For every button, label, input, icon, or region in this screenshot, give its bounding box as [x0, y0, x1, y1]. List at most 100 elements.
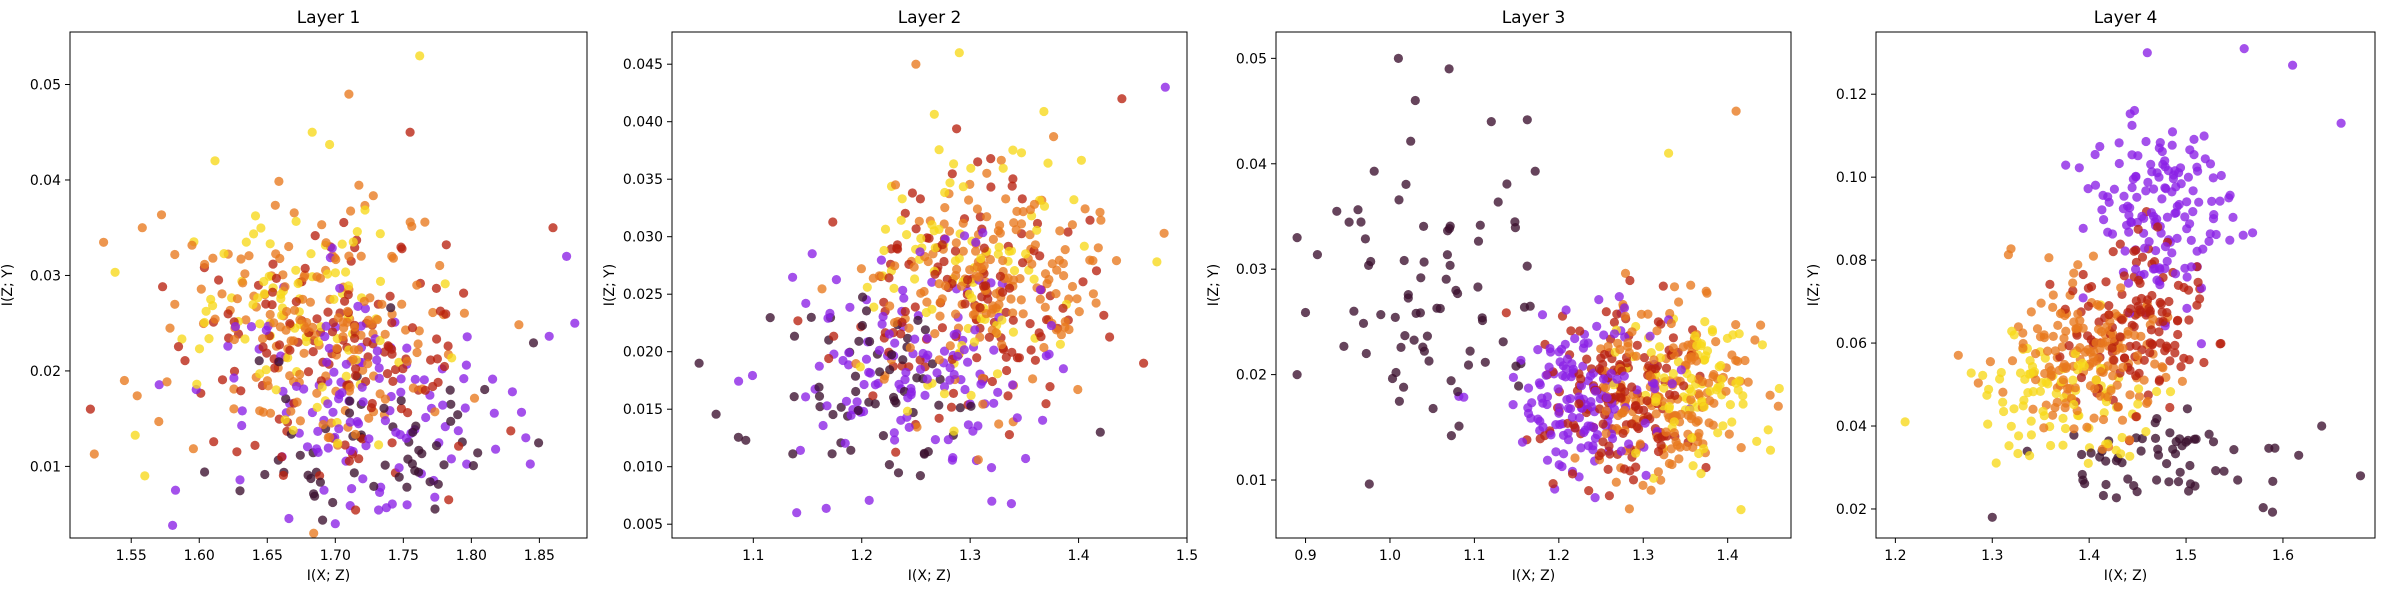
scatter-point [2149, 257, 2160, 267]
scatter-point [323, 307, 333, 317]
scatter-point [341, 359, 351, 369]
scatter-point [289, 336, 299, 346]
scatter-point [312, 388, 322, 398]
scatter-point [402, 356, 412, 366]
scatter-point [870, 380, 881, 390]
scatter-point [1576, 381, 1586, 391]
scatter-point [1016, 219, 1027, 229]
scatter-point [1614, 292, 1624, 302]
scatter-point [998, 255, 1008, 266]
scatter-point [2167, 248, 2177, 258]
scatter-point [1566, 326, 1576, 336]
scatter-point [380, 416, 390, 426]
scatter-point [344, 408, 355, 418]
scatter-point [947, 169, 957, 179]
scatter-point [158, 282, 168, 292]
scatter-point [1682, 441, 1692, 452]
scatter-point [841, 396, 852, 406]
scatter-point [312, 402, 322, 412]
scatter-point [412, 280, 422, 290]
scatter-point [2154, 172, 2164, 182]
scatter-point [334, 424, 344, 434]
scatter-point [248, 299, 258, 310]
scatter-point [2026, 416, 2036, 426]
scatter-point [396, 387, 406, 397]
scatter-point [407, 459, 417, 469]
scatter-point [363, 352, 373, 362]
scatter-point [2145, 348, 2155, 358]
scatter-point [958, 246, 968, 256]
scatter-point [349, 468, 359, 478]
scatter-point [2120, 246, 2130, 256]
scatter-point [232, 447, 242, 457]
scatter-point [413, 339, 423, 349]
scatter-point [1541, 370, 1551, 380]
scatter-point [339, 217, 349, 228]
scatter-point [998, 287, 1008, 297]
scatter-point [806, 312, 816, 322]
scatter-point [1649, 378, 1659, 389]
scatter-point [525, 459, 535, 469]
scatter-point [1055, 339, 1065, 349]
scatter-point [459, 308, 469, 318]
scatter-point [901, 367, 911, 377]
scatter-point [2141, 427, 2151, 437]
scatter-point [1651, 409, 1661, 419]
scatter-point [264, 271, 274, 281]
scatter-point [201, 306, 211, 316]
scatter-point [859, 379, 869, 390]
scatter-point [1007, 347, 1017, 357]
scatter-point [831, 275, 842, 285]
x-tick-label: 1.55 [116, 548, 147, 564]
scatter-point [986, 308, 996, 318]
scatter-point [1661, 363, 1672, 373]
scatter-point [514, 320, 524, 330]
scatter-point [1618, 428, 1628, 438]
scatter-point [1493, 197, 1503, 207]
x-tick-label: 1.4 [1067, 548, 1089, 564]
scatter-point [180, 356, 190, 366]
scatter-point [2182, 404, 2192, 414]
scatter-point [922, 297, 932, 307]
scatter-point [1669, 282, 1680, 292]
scatter-point [1666, 444, 1676, 454]
y-tick-label: 0.05 [30, 78, 61, 94]
scatter-point [412, 347, 422, 358]
scatter-point [964, 289, 975, 299]
scatter-point [2009, 330, 2019, 340]
scatter-point [2123, 307, 2133, 318]
scatter-point [137, 223, 147, 233]
scatter-point [1339, 341, 1349, 351]
scatter-point [1535, 380, 1545, 390]
x-tick-label: 1.80 [456, 548, 487, 564]
scatter-point [1459, 392, 1469, 402]
scatter-point [260, 469, 270, 480]
scatter-point [1356, 217, 1366, 227]
scatter-point [963, 420, 974, 430]
scatter-point [1096, 215, 1106, 225]
scatter-point [2294, 450, 2304, 460]
scatter-point [948, 388, 959, 398]
scatter-point [902, 406, 913, 416]
scatter-point [1650, 364, 1661, 374]
scatter-point [2141, 186, 2151, 196]
scatter-point [1687, 433, 1697, 443]
scatter-point [375, 487, 385, 497]
scatter-point [302, 442, 313, 452]
scatter-point [289, 208, 299, 218]
scatter-point [358, 365, 368, 375]
scatter-points [1292, 53, 1784, 515]
scatter-point [1774, 383, 1784, 394]
scatter-point [1591, 386, 1601, 396]
scatter-point [1035, 294, 1045, 304]
scatter-point [446, 454, 456, 464]
scatter-point [2075, 343, 2085, 353]
scatter-point [2193, 277, 2203, 287]
scatter-point [350, 333, 360, 343]
scatter-point [1632, 340, 1642, 350]
scatter-point [421, 412, 431, 423]
scatter-point [2133, 224, 2143, 234]
scatter-point [939, 389, 950, 399]
scatter-point [1537, 393, 1547, 403]
scatter-point [2116, 283, 2126, 293]
